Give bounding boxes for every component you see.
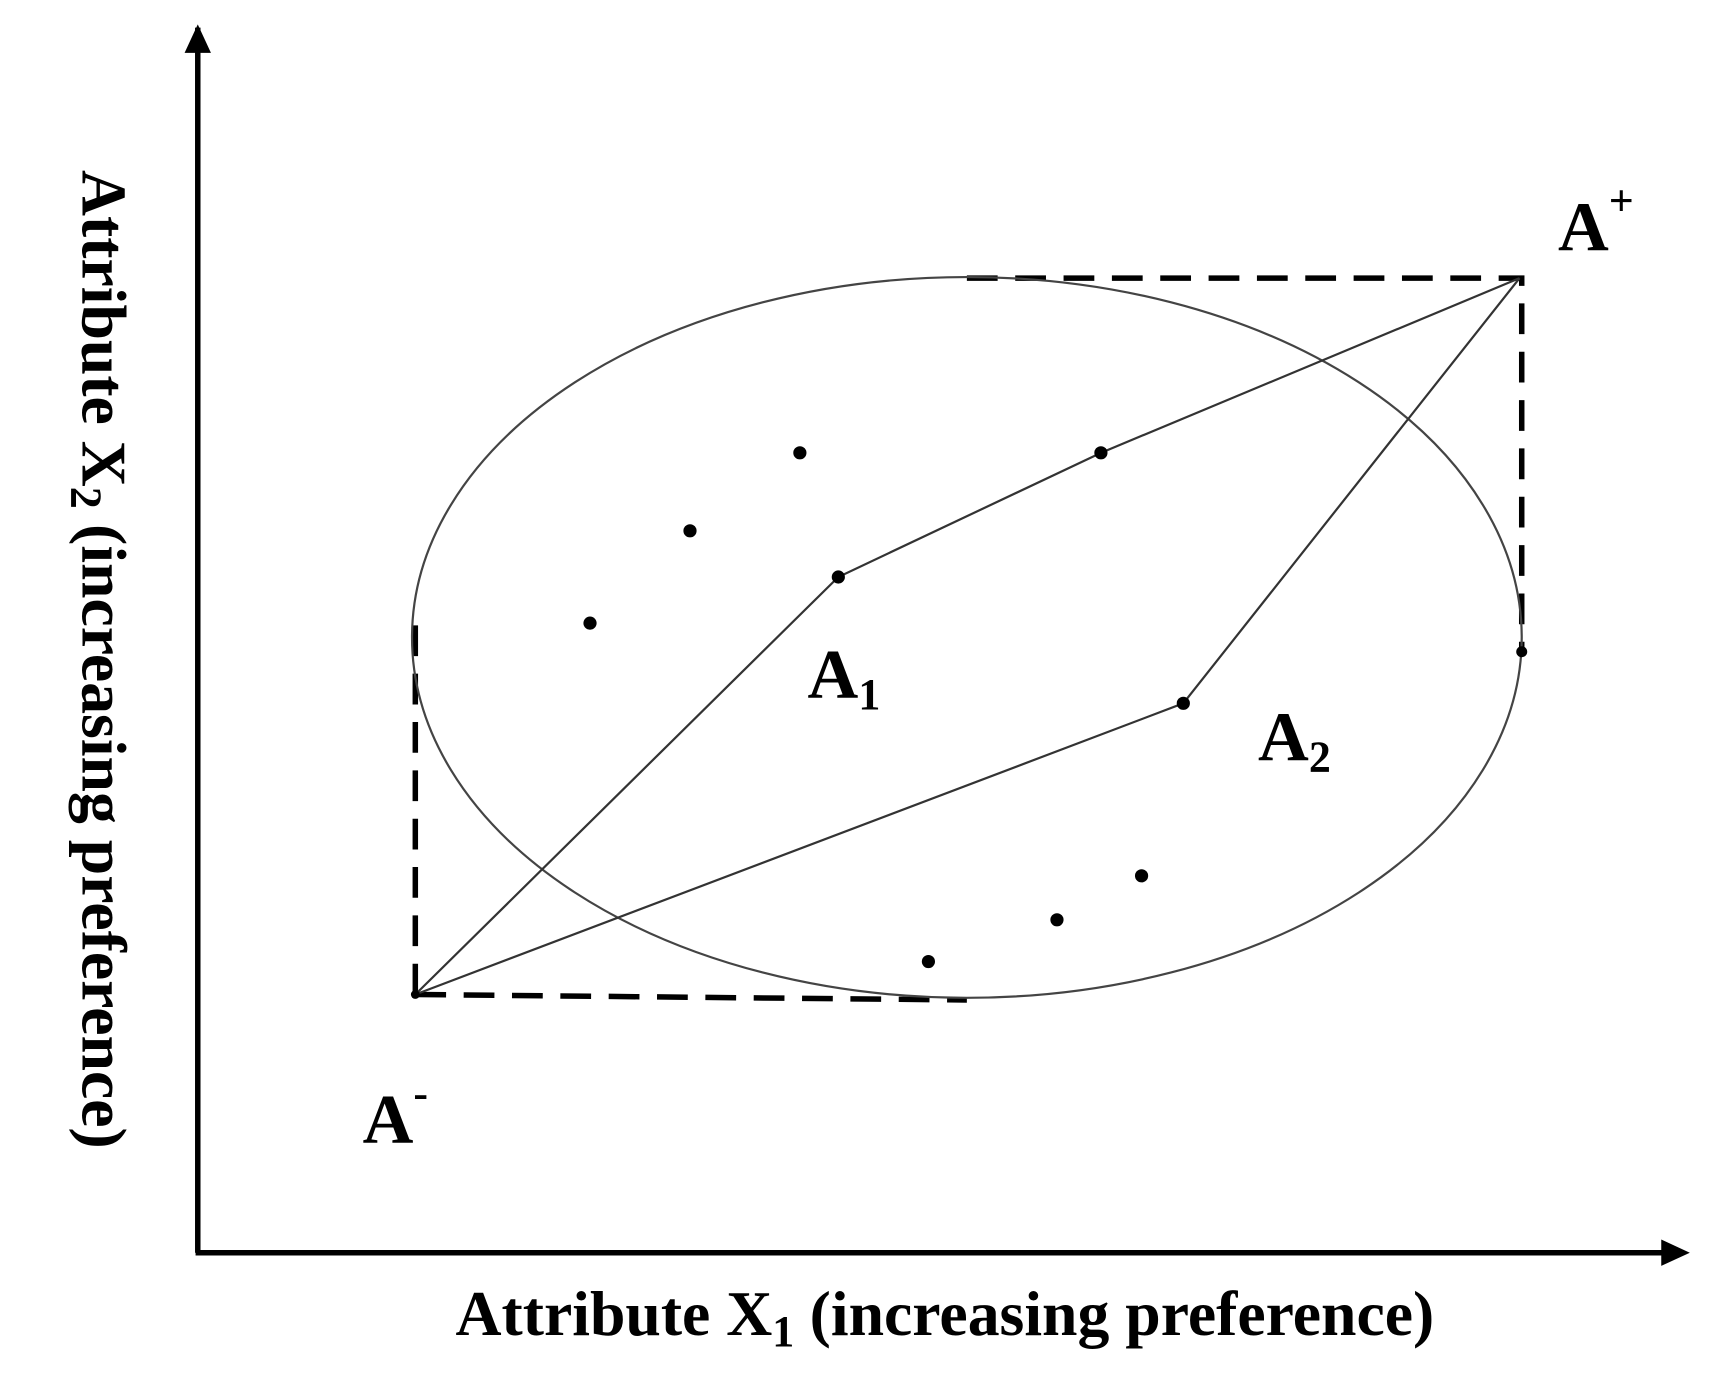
label-part: 1 [772,1307,794,1356]
dashed-box [412,275,1525,1003]
node-label: A2 [1258,698,1331,781]
label-part: 2 [61,487,110,509]
points [410,446,1528,999]
ellipse [410,275,1523,999]
point [831,570,845,584]
x-arrow [1661,1239,1690,1266]
label-part: Attribute X [68,170,139,487]
point [1176,696,1190,710]
label-part: 1 [858,670,880,719]
label-part: (increasing preference) [810,1278,1435,1349]
label-part: 2 [1309,732,1331,781]
point [1134,869,1149,883]
point [583,616,597,630]
node-label: A- [363,1069,428,1159]
label-part: Attribute X [456,1278,773,1349]
path-a1 [414,277,1520,996]
point [1094,446,1108,460]
node-label: A+ [1558,177,1634,267]
label-part: (increasing preference) [68,524,139,1149]
point [1516,646,1528,658]
label-part: + [1609,177,1634,226]
x-axis-label: Attribute X1 (increasing preference) [456,1278,1435,1356]
point [1050,913,1064,927]
y-axis-label: Attribute X2 (increasing preference) [61,170,139,1149]
point [793,446,807,460]
node-label: A1 [808,636,881,719]
label-part: A [1258,698,1309,776]
label-part: A [1558,189,1609,267]
label-part: A [808,636,859,714]
point [410,990,420,999]
path-a2 [414,277,1521,996]
label-part: A [363,1081,414,1159]
point [683,524,697,538]
label-part: - [413,1069,428,1118]
point [921,954,936,969]
y-arrow [184,24,211,53]
